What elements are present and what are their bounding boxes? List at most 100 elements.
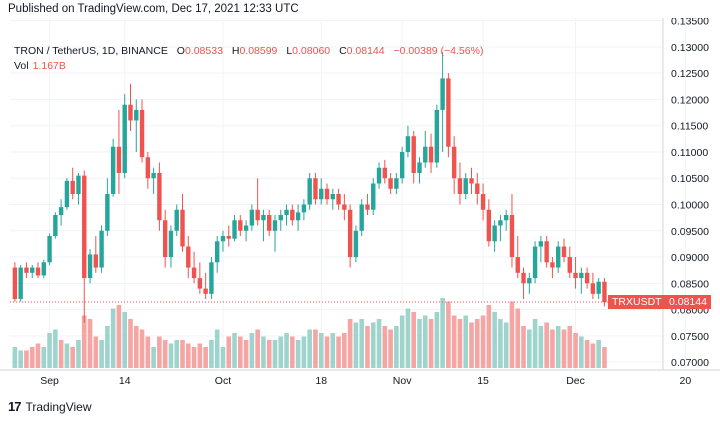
x-tick-label: 15 — [477, 375, 489, 387]
candle-body — [12, 267, 18, 300]
close-value: 0.08144 — [346, 45, 385, 57]
candle-body — [521, 272, 526, 284]
y-tick-label: 0.12000 — [671, 94, 709, 106]
candle-body — [267, 215, 272, 231]
volume-bar — [53, 329, 58, 368]
candle-body — [290, 209, 295, 221]
volume-bar — [18, 350, 23, 368]
volume-bar — [214, 329, 220, 368]
volume-bar — [139, 329, 145, 368]
candle-body — [232, 220, 237, 239]
candle-body — [214, 241, 220, 263]
low-value: 0.08060 — [292, 45, 331, 57]
volume-bar — [307, 329, 312, 368]
candle-body — [24, 267, 29, 273]
volume-bar — [324, 336, 330, 368]
last-price-tag: 0.08144 — [665, 295, 711, 310]
candle-body — [151, 172, 156, 179]
volume-bar — [151, 347, 156, 368]
candle-body — [41, 262, 46, 276]
volume-bar — [573, 333, 578, 368]
candle-body — [319, 188, 324, 200]
candle-body — [174, 209, 179, 231]
open-value: 0.08533 — [184, 45, 223, 57]
volume-bar — [532, 319, 538, 368]
volume-bar — [29, 347, 35, 368]
volume-bar — [12, 347, 18, 368]
y-tick-label: 0.09000 — [671, 252, 709, 264]
candle-body — [145, 157, 151, 179]
volume-value: 1.167B — [32, 60, 66, 72]
volume-bar — [157, 336, 162, 368]
volume-bar — [590, 343, 596, 368]
volume-bar — [422, 315, 428, 368]
volume-bar — [185, 343, 191, 368]
x-tick-label: Oct — [215, 375, 231, 387]
chart-area[interactable]: 0.13500 0.13000 0.12500 0.12000 0.11500 0.110… — [0, 18, 720, 390]
candle-body — [405, 136, 411, 152]
volume-bar — [99, 340, 104, 368]
volume-bar — [567, 326, 573, 368]
candle-body — [243, 225, 249, 231]
candle-body — [376, 167, 382, 184]
volume-bar — [47, 333, 52, 368]
candle-body — [411, 136, 416, 173]
volume-bar — [209, 340, 214, 368]
y-tick-label: 0.12500 — [671, 68, 709, 80]
volume-bar — [295, 340, 301, 368]
volume-bar — [116, 305, 122, 368]
candle-body — [82, 175, 87, 279]
candle-body — [544, 241, 549, 263]
candle-body — [99, 230, 104, 268]
volume-bar — [440, 298, 445, 368]
volume-bar — [394, 326, 399, 368]
volume-bar — [521, 326, 526, 368]
volume-bar — [359, 319, 364, 368]
volume-bar — [191, 347, 197, 368]
volume-bar — [122, 312, 128, 368]
ticker-tag: TRXUSDT — [608, 295, 666, 310]
candle-body — [110, 146, 116, 194]
y-tick-label: 0.10500 — [671, 173, 709, 185]
low-label: L — [286, 45, 293, 57]
volume-bar — [434, 312, 440, 368]
volume-bar — [128, 319, 133, 368]
candle-body — [122, 104, 127, 173]
candle-body — [573, 272, 578, 279]
y-tick-label: 0.10000 — [671, 200, 709, 212]
volume-bar — [162, 340, 168, 368]
volume-bar — [411, 312, 417, 368]
candle-body — [255, 209, 260, 221]
candle-body — [70, 180, 75, 194]
candlestick-chart[interactable]: 0.13500 0.13000 0.12500 0.12000 0.11500 0.110… — [0, 18, 720, 390]
candle-body — [538, 241, 544, 247]
volume-bar — [550, 329, 555, 368]
candle-body — [498, 220, 503, 226]
volume-bar — [596, 340, 601, 368]
high-label: H — [231, 45, 240, 57]
candle-body — [47, 236, 52, 263]
candle-body — [503, 215, 509, 221]
candle-body — [313, 178, 318, 200]
candle-body — [451, 146, 457, 179]
volume-bar — [347, 319, 353, 368]
volume-bar — [498, 319, 503, 368]
volume-bar — [561, 329, 567, 368]
candle-body — [590, 283, 596, 294]
volume-bar — [168, 343, 174, 368]
volume-bar — [110, 308, 116, 368]
volume-bar — [399, 315, 405, 368]
candle-body — [446, 78, 451, 147]
candle-body — [596, 281, 601, 294]
candle-body — [168, 230, 174, 258]
candle-body — [486, 209, 492, 242]
candle-body — [134, 109, 139, 121]
published-caption: Published on TradingView.com, Dec 17, 20… — [8, 3, 299, 15]
candle-body — [128, 104, 133, 121]
volume-bar — [486, 305, 492, 368]
x-tick-label: Dec — [566, 375, 585, 387]
candle-body — [301, 204, 307, 213]
candle-body — [423, 146, 428, 163]
candle-body — [475, 183, 480, 194]
candle-body — [515, 257, 520, 273]
